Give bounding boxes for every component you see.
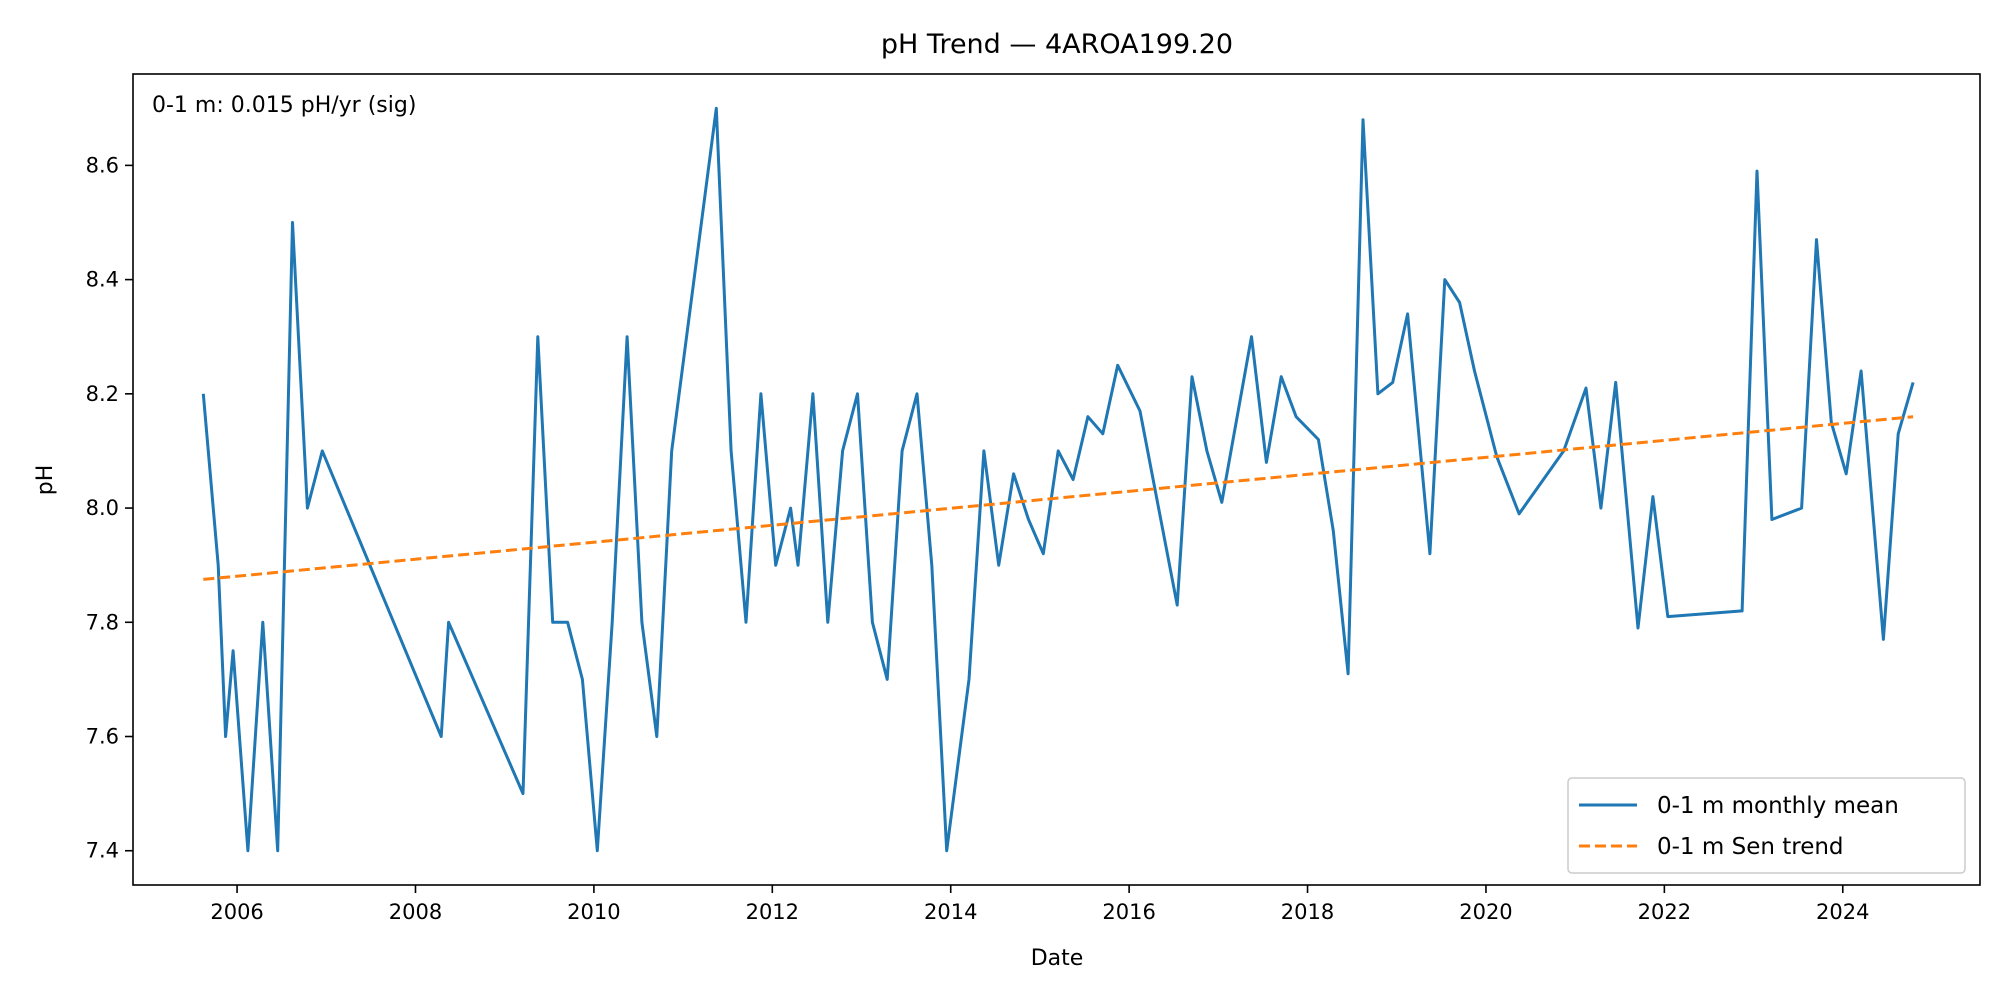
x-axis: 2006 2008 2010 2012 2014 2016 2018 2020 2022 2024 bbox=[210, 885, 1869, 924]
y-tick-label: 7.6 bbox=[86, 725, 119, 749]
x-tick-label: 2024 bbox=[1816, 900, 1869, 924]
plot-area bbox=[201, 106, 1915, 853]
x-tick-label: 2010 bbox=[567, 900, 620, 924]
y-tick-label: 8.0 bbox=[86, 496, 119, 520]
y-tick-label: 7.4 bbox=[86, 839, 119, 863]
x-axis-label: Date bbox=[1031, 946, 1084, 971]
chart-title: pH Trend — 4AROA199.20 bbox=[881, 29, 1233, 60]
x-tick-label: 2020 bbox=[1459, 900, 1512, 924]
trend-annotation: 0-1 m: 0.015 pH/yr (sig) bbox=[152, 93, 416, 118]
y-tick-label: 7.8 bbox=[86, 610, 119, 634]
series-line-sen-trend bbox=[203, 415, 1914, 581]
y-tick-label: 8.6 bbox=[86, 153, 119, 177]
legend-box bbox=[1567, 777, 1966, 874]
x-tick-label: 2018 bbox=[1281, 900, 1334, 924]
x-tick-label: 2022 bbox=[1638, 900, 1691, 924]
plot-frame bbox=[132, 73, 1981, 886]
series-line-monthly-mean bbox=[201, 106, 1915, 853]
x-tick-label: 2008 bbox=[389, 900, 442, 924]
legend: 0-1 m monthly mean 0-1 m Sen trend bbox=[1567, 777, 1966, 874]
y-axis: 7.4 7.6 7.8 8.0 8.2 8.4 8.6 bbox=[86, 153, 133, 863]
x-tick-label: 2016 bbox=[1102, 900, 1155, 924]
legend-label-monthly-mean: 0-1 m monthly mean bbox=[1657, 793, 1899, 819]
legend-label-sen-trend: 0-1 m Sen trend bbox=[1657, 834, 1844, 860]
y-tick-label: 8.4 bbox=[86, 268, 119, 292]
x-tick-label: 2006 bbox=[210, 900, 263, 924]
y-axis-label: pH bbox=[33, 465, 58, 496]
x-tick-label: 2014 bbox=[924, 900, 977, 924]
y-tick-label: 8.2 bbox=[86, 382, 119, 406]
x-tick-label: 2012 bbox=[746, 900, 799, 924]
